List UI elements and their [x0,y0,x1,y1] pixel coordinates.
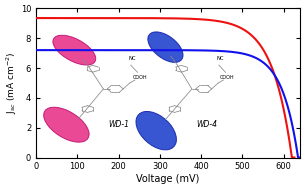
Ellipse shape [44,107,89,142]
Ellipse shape [148,32,183,62]
Text: NC: NC [217,56,224,60]
Text: WD-4: WD-4 [196,120,217,129]
Ellipse shape [53,35,96,65]
Y-axis label: J$_{sc}$ (mA cm$^{-2}$): J$_{sc}$ (mA cm$^{-2}$) [5,52,19,114]
Text: NC: NC [128,56,136,60]
Text: WD-1: WD-1 [109,120,130,129]
Ellipse shape [136,112,176,150]
Text: COOH: COOH [220,75,235,81]
X-axis label: Voltage (mV): Voltage (mV) [136,174,200,184]
Text: COOH: COOH [132,75,147,81]
